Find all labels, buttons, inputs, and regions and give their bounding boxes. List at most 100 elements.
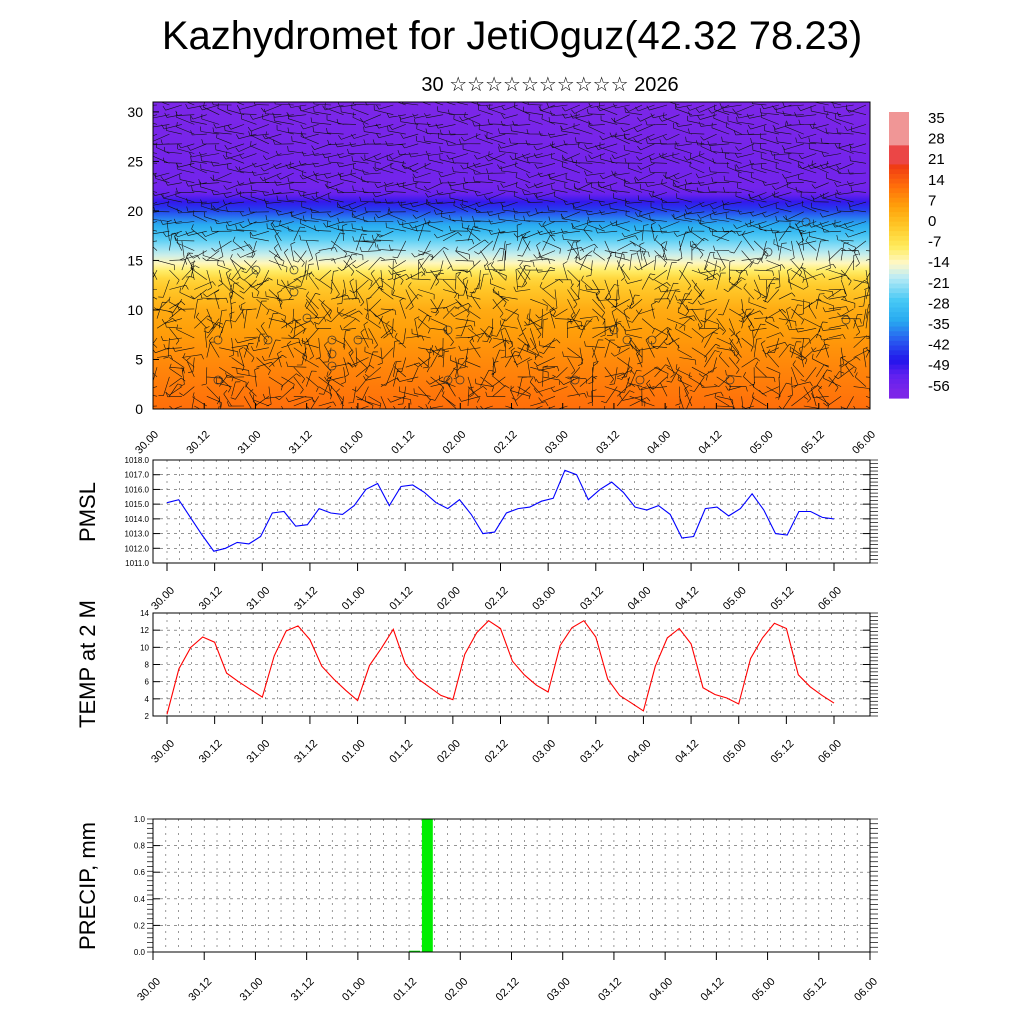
calm-circle — [302, 313, 312, 323]
x-tick-label: 05.00 — [721, 585, 749, 613]
colorbar-swatch — [889, 321, 909, 328]
colorbar-swatch — [889, 331, 909, 337]
x-tick-label: 02.12 — [492, 429, 520, 457]
y-tick-label: 8 — [145, 661, 150, 670]
colorbar-swatch — [889, 336, 909, 342]
colorbar-swatch — [889, 193, 909, 199]
calm-circle — [763, 247, 773, 257]
x-tick-label: 01.12 — [389, 429, 417, 457]
colorbar-swatch — [889, 264, 909, 270]
calm-circle — [353, 335, 363, 345]
x-tick-label: 31.12 — [287, 429, 315, 457]
x-tick-label: 01.12 — [391, 976, 419, 1004]
precip-bar — [421, 819, 433, 952]
colorbar-swatch — [889, 288, 909, 294]
x-tick-label: 30.00 — [135, 976, 163, 1004]
colorbar-swatch — [889, 140, 909, 146]
colorbar-swatch — [889, 116, 909, 123]
wind-barb-paths — [153, 102, 870, 409]
colorbar-swatch — [889, 164, 909, 170]
colorbar-label: -35 — [928, 316, 950, 333]
calm-circle — [443, 325, 453, 335]
x-tick-label: 30.00 — [149, 738, 177, 766]
x-tick-label: 03.12 — [594, 429, 622, 457]
colorbar-label: 7 — [928, 192, 936, 209]
y-tick-label: 10 — [127, 302, 143, 318]
y-axis-label: PRECIP, mm — [75, 822, 100, 950]
colorbar-label: 35 — [928, 110, 945, 127]
x-tick-label: 03.12 — [578, 738, 606, 766]
colorbar-label: 21 — [928, 151, 945, 168]
y-tick-label: 0.6 — [134, 868, 146, 877]
x-tick-label: 04.12 — [697, 429, 725, 457]
x-tick-label: 30.00 — [149, 585, 177, 613]
x-tick-label: 30.12 — [197, 738, 225, 766]
x-tick-label: 06.00 — [852, 976, 880, 1004]
colorbar-swatch — [889, 274, 909, 280]
colorbar-swatch — [889, 154, 909, 161]
colorbar-label: -56 — [928, 378, 950, 395]
calm-circle — [455, 375, 465, 385]
colorbar-label: -21 — [928, 275, 950, 292]
colorbar-swatch — [889, 383, 909, 390]
x-tick-label: 06.00 — [816, 585, 844, 613]
y-tick-label: 15 — [127, 252, 143, 268]
y-axis-label: TEMP at 2 M — [75, 600, 100, 728]
x-tick-label: 05.12 — [801, 976, 829, 1004]
calm-circle — [647, 335, 657, 345]
x-tick-label: 30.12 — [184, 429, 212, 457]
calm-circle — [570, 375, 580, 385]
y-tick-label: 30 — [127, 104, 143, 120]
colorbar-swatch — [889, 345, 909, 351]
colorbar-swatch — [889, 359, 909, 366]
x-tick-label: 30.12 — [186, 976, 214, 1004]
precip-bar — [409, 950, 420, 952]
colorbar-label: -28 — [928, 295, 950, 312]
precip-panel: 0.0 0.2 0.4 0.6 0.8 1.0 30.00 30.12 31.00 31.12 01… — [75, 815, 880, 1004]
x-tick-label: 05.12 — [769, 738, 797, 766]
colorbar-swatch — [889, 307, 909, 313]
x-tick-label: 01.12 — [387, 585, 415, 613]
x-tick-label: 31.00 — [238, 976, 266, 1004]
y-tick-label: 6 — [145, 678, 150, 687]
colorbar-swatch — [889, 269, 909, 275]
colorbar-swatch — [889, 159, 909, 166]
colorbar-swatch — [889, 255, 909, 261]
page-subtitle: 30 ☆☆☆☆☆☆☆☆☆☆ 2026 — [421, 74, 679, 96]
colorbar-swatch — [889, 145, 909, 151]
colorbar-swatch — [889, 259, 909, 266]
colorbar-swatch — [889, 355, 909, 361]
x-tick-label: 04.00 — [626, 738, 654, 766]
y-tick-label: 4 — [145, 695, 150, 704]
calm-circle — [443, 375, 453, 385]
calm-circle — [327, 361, 337, 371]
y-tick-label: 0.0 — [134, 948, 146, 957]
x-tick-label: 30.00 — [133, 429, 161, 457]
calm-circle — [213, 335, 223, 345]
x-tick-label: 02.00 — [435, 738, 463, 766]
colorbar-swatch — [889, 374, 909, 380]
x-tick-label: 02.12 — [483, 585, 511, 613]
x-tick-label: 02.00 — [440, 429, 468, 457]
colorbar-swatch — [889, 188, 909, 194]
x-tick-label: 03.00 — [530, 585, 558, 613]
colorbar-swatch — [889, 112, 909, 118]
y-tick-label: 1014.0 — [125, 515, 150, 524]
x-tick-label: 02.12 — [483, 738, 511, 766]
calm-circle — [213, 375, 223, 385]
x-tick-label: 02.12 — [494, 976, 522, 1004]
x-tick-label: 01.12 — [387, 738, 415, 766]
colorbar-swatch — [889, 121, 909, 127]
x-tick-label: 05.00 — [750, 976, 778, 1004]
x-tick-label: 04.12 — [673, 585, 701, 613]
y-tick-label: 1.0 — [134, 815, 146, 824]
y-tick-label: 0.8 — [134, 842, 146, 851]
page-title: Kazhydromet for JetiOguz(42.32 78.23) — [161, 14, 863, 58]
calm-circle — [289, 265, 299, 275]
x-tick-label: 01.00 — [340, 585, 368, 613]
colorbar-swatch — [889, 393, 909, 399]
colorbar-swatch — [889, 369, 909, 375]
temp-panel: 2 4 6 8 10 12 14 30.00 30.12 31.00 31.12 01.00 01.12… — [75, 600, 878, 766]
x-tick-label: 06.00 — [850, 429, 878, 457]
x-tick-label: 30.12 — [197, 585, 225, 613]
